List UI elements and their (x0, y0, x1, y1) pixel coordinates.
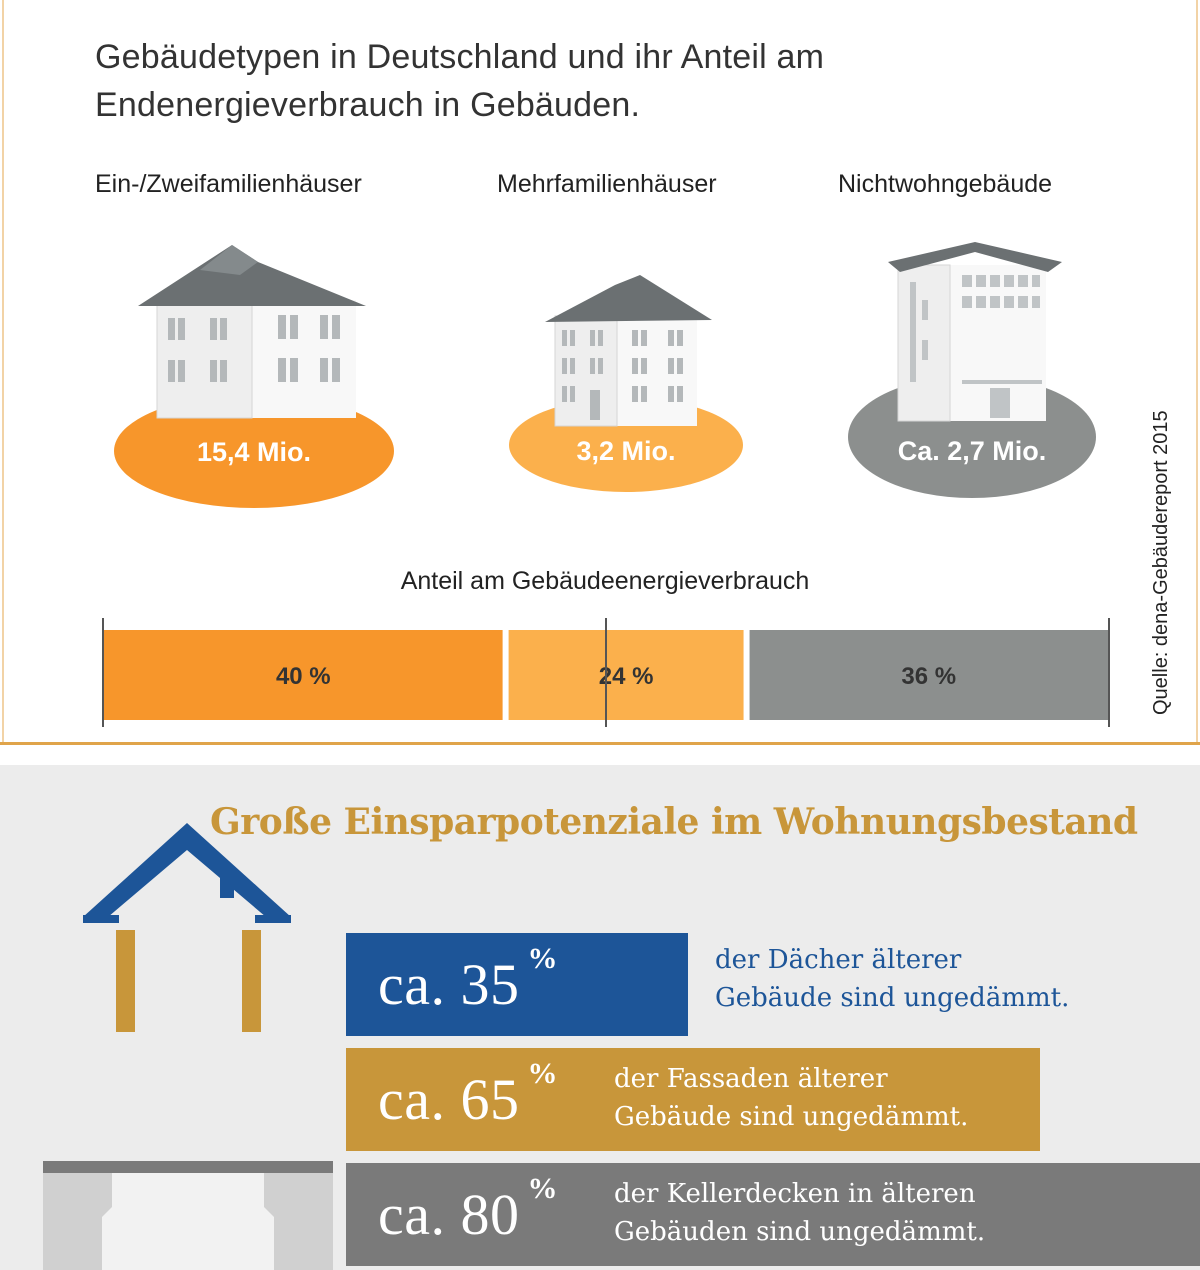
count-label-single-family: 15,4 Mio. (196, 437, 312, 467)
share-bar-single-family (104, 630, 503, 720)
stat-desc-roofs: der Dächer älterer Gebäude sind ungedämm… (715, 945, 1070, 1013)
share-bar-title: Anteil am Gebäudeenergieverbrauch (400, 567, 810, 595)
panel-left-border (2, 0, 4, 745)
category-label-non-residential: Nichtwohngebäude (838, 170, 1053, 198)
panel-bottom-border (0, 742, 1200, 745)
office-building-icon (848, 242, 1096, 498)
single-family-house-icon (114, 245, 394, 508)
stat-box-roofs: ca. 35% (346, 933, 688, 1036)
chart-title-line-2: Endenergieverbrauch in Gebäuden. (95, 86, 641, 124)
house-insulation-icon (43, 823, 333, 1270)
category-label-multi-family: Mehrfamilienhäuser (497, 170, 717, 198)
share-bar-non-residential (749, 630, 1108, 720)
stat-value-basement-ceilings: ca. 80% (378, 1171, 558, 1247)
share-label-non-residential: 36 % (901, 663, 956, 690)
energy-share-panel: Gebäudetypen in Deutschland und ihr Ante… (0, 0, 1200, 745)
wall-right (242, 930, 261, 1032)
multi-family-house-icon (509, 275, 743, 492)
roof-eave-left (83, 915, 119, 923)
panel-right-border (1196, 0, 1198, 745)
energy-share-stacked-bar: 40 % 24 % 36 % (102, 618, 1110, 727)
source-note: Quelle: dena-Gebäudereport 2015 (1150, 410, 1172, 715)
share-label-single-family: 40 % (276, 663, 331, 690)
savings-potential-panel: Große Einsparpotenziale im Wohnungsbesta… (0, 765, 1200, 1270)
savings-title: Große Einsparpotenziale im Wohnungsbesta… (210, 801, 1138, 843)
stat-box-basement-ceilings: ca. 80% (346, 1163, 1200, 1266)
stat-desc-facades: der Fassaden älterer Gebäude sind ungedä… (614, 1064, 969, 1132)
building-illustrations (114, 242, 1096, 508)
count-label-non-residential: Ca. 2,7 Mio. (897, 436, 1047, 466)
basement-room (102, 1173, 274, 1270)
count-label-multi-family: 3,2 Mio. (576, 436, 676, 466)
basement-ceiling (43, 1161, 333, 1173)
chimney-icon (220, 875, 234, 898)
share-label-multi-family: 24 % (599, 663, 654, 690)
roof-icon (83, 823, 291, 917)
category-label-single-family: Ein-/Zweifamilienhäuser (95, 170, 362, 198)
wall-left (116, 930, 135, 1032)
share-bar-multi-family (508, 630, 744, 720)
stat-box-facades: ca. 65% (346, 1048, 1040, 1151)
chart-title-line-1: Gebäudetypen in Deutschland und ihr Ante… (95, 38, 825, 76)
stat-value-facades: ca. 65% (378, 1056, 558, 1132)
stat-value-roofs: ca. 35% (378, 941, 558, 1017)
stat-desc-basement-ceilings: der Kellerdecken in älteren Gebäuden sin… (614, 1179, 986, 1247)
count-ellipse-single-family (114, 394, 394, 508)
roof-eave-right (255, 915, 291, 923)
